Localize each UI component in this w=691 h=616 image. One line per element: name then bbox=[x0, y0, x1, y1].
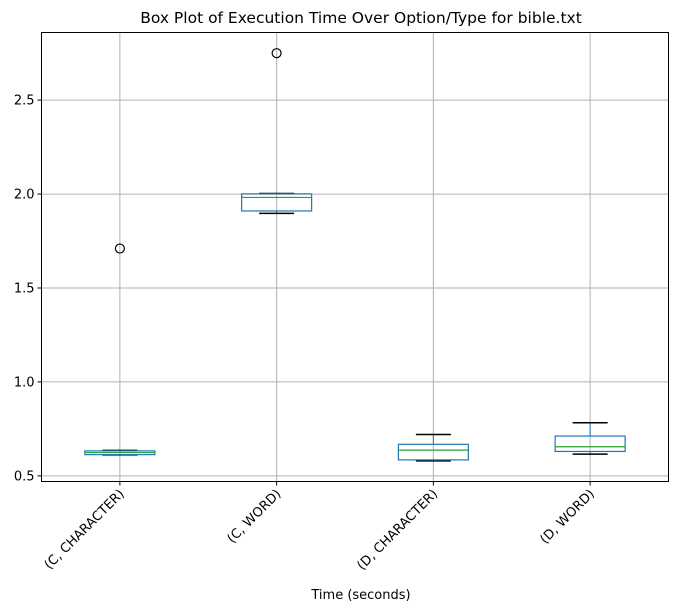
box-iqr bbox=[397, 443, 469, 461]
x-tick-label: (D, CHARACTER) bbox=[355, 487, 442, 574]
outlier-point bbox=[114, 243, 125, 254]
box-iqr bbox=[241, 193, 313, 212]
axis-ticks: 0.5 1.0 1.5 2.0 2.5 (C, CHARACTER) (C, WORD) (D… bbox=[14, 94, 598, 574]
outlier-point bbox=[271, 48, 282, 59]
x-tick-label: (C, WORD) bbox=[225, 487, 285, 547]
x-tick-label: (D, WORD) bbox=[537, 487, 598, 548]
plot-frame bbox=[41, 32, 669, 482]
grid-lines bbox=[41, 32, 669, 482]
x-tick-label: (C, CHARACTER) bbox=[42, 487, 128, 573]
x-axis-label: Time (seconds) bbox=[310, 588, 410, 603]
box-iqr bbox=[554, 435, 626, 453]
y-tick-label: 0.5 bbox=[14, 469, 35, 484]
chart-title: Box Plot of Execution Time Over Option/T… bbox=[140, 9, 582, 27]
y-tick-label: 2.0 bbox=[14, 188, 35, 203]
y-tick-label: 1.5 bbox=[14, 281, 35, 296]
y-tick-label: 1.0 bbox=[14, 375, 35, 390]
y-tick-label: 2.5 bbox=[14, 94, 35, 109]
box-marks bbox=[84, 48, 626, 462]
